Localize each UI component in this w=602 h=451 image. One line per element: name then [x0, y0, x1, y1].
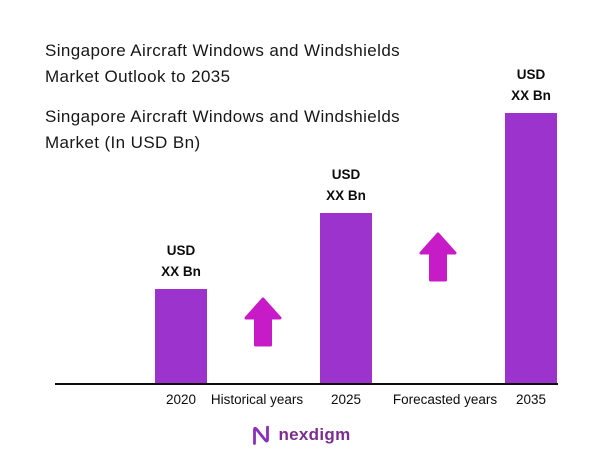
bar-2020: [155, 289, 207, 385]
x-axis-line: [55, 383, 558, 385]
up-arrow-icon: [419, 232, 457, 282]
up-arrow-icon: [244, 297, 282, 347]
bar-label-line1: USD: [166, 243, 196, 258]
x-tick-2020: 2020: [165, 392, 197, 407]
bar-label-line1: USD: [516, 67, 546, 82]
x-tick-2025: 2025: [330, 392, 362, 407]
bar-group-2035: USD XX Bn: [505, 64, 557, 385]
chart-subtitle: Singapore Aircraft Windows and Windshiel…: [45, 107, 401, 152]
bar-group-2020: USD XX Bn: [155, 240, 207, 385]
brand-name: nexdigm: [278, 425, 351, 444]
bar-label-line2: XX Bn: [326, 188, 366, 203]
bar-2025: [320, 213, 372, 385]
chart-title: Singapore Aircraft Windows and Windshiel…: [45, 41, 401, 86]
brand-footer: nexdigm: [0, 422, 602, 448]
bar-value-label: USD XX Bn: [326, 164, 366, 206]
bar-2035: [505, 113, 557, 385]
axis-annotation-forecasted: Forecasted years: [392, 392, 498, 407]
bar-group-2025: USD XX Bn: [320, 164, 372, 385]
bar-value-label: USD XX Bn: [161, 240, 201, 282]
x-tick-2035: 2035: [515, 392, 547, 407]
bar-label-line2: XX Bn: [511, 88, 551, 103]
nexdigm-logo-icon: [253, 425, 270, 445]
bar-value-label: USD XX Bn: [511, 64, 551, 106]
bar-label-line2: XX Bn: [161, 264, 201, 279]
bar-label-line1: USD: [331, 167, 361, 182]
axis-annotation-historical: Historical years: [210, 392, 304, 407]
